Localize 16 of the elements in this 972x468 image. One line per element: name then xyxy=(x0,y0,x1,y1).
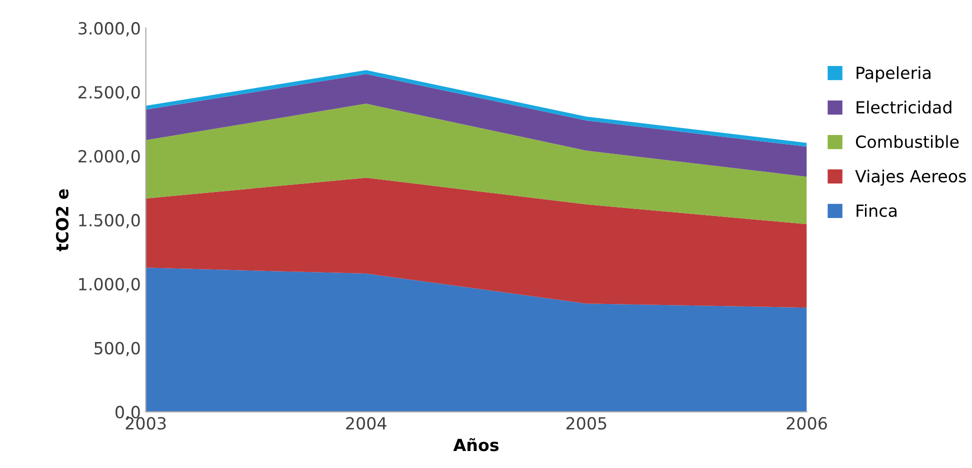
legend-label: Viajes Aereos xyxy=(855,170,966,186)
y-axis-title: tCO2 e xyxy=(56,189,69,252)
y-tick-label: 1.000,0 xyxy=(79,278,140,292)
legend-label: Finca xyxy=(856,204,896,217)
legend-label: Combustible xyxy=(856,135,959,148)
y-tick-label: 2.500,0 xyxy=(78,86,140,100)
x-axis-title: Años xyxy=(453,438,499,452)
y-tick-label: 2.000,0 xyxy=(78,150,140,164)
x-tick-label: 2005 xyxy=(566,416,606,430)
legend-label: Electricidad xyxy=(856,100,952,114)
legend-label: Papeleria xyxy=(856,66,930,82)
x-tick-label: 2006 xyxy=(786,416,827,430)
x-tick-label: 2004 xyxy=(346,416,386,430)
y-tick-label: 500,0 xyxy=(94,342,140,356)
y-tick-label: 1.500,0 xyxy=(79,214,140,228)
y-tick-label: 3.000,0 xyxy=(78,22,140,36)
